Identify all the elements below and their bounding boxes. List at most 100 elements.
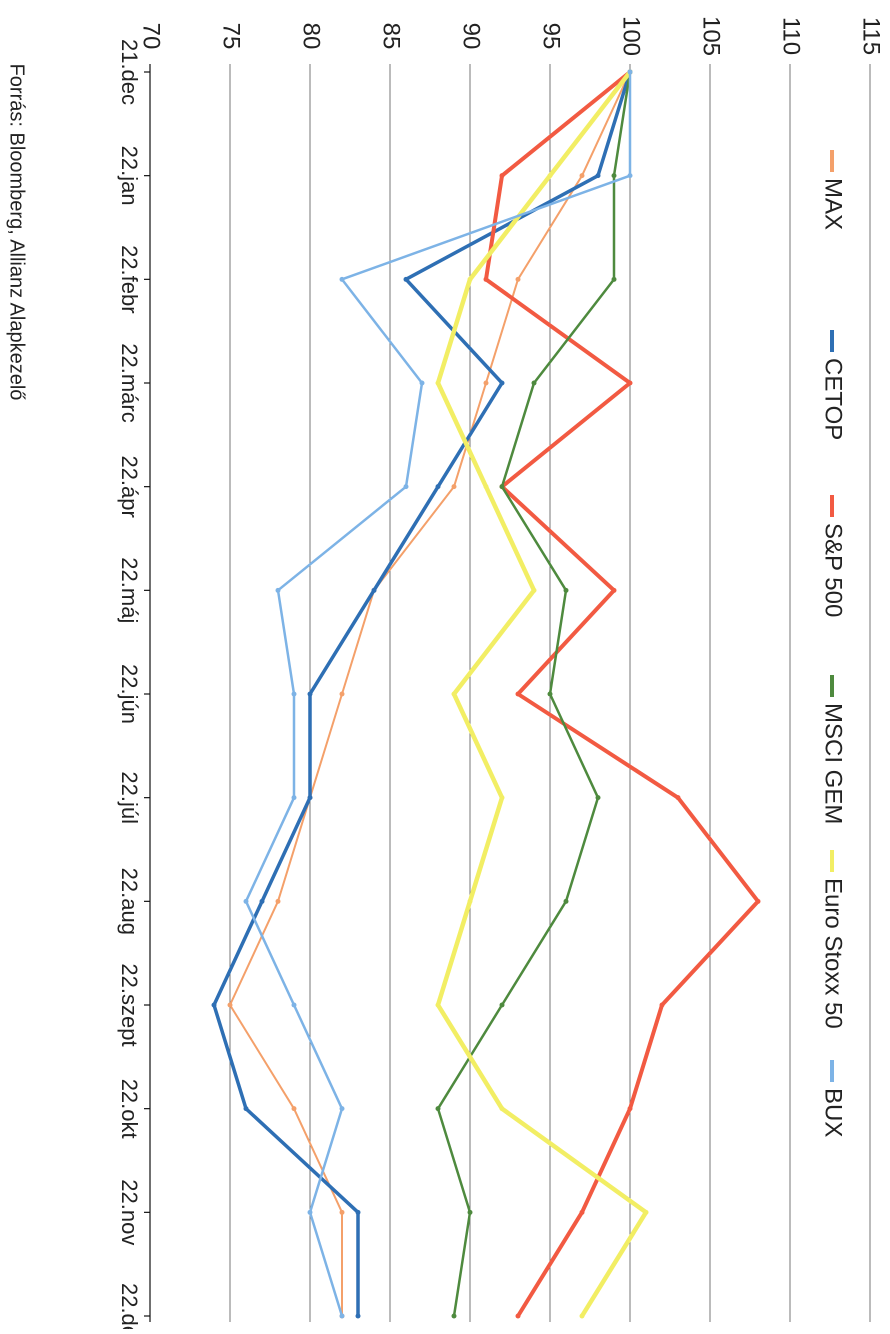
data-point: [355, 1313, 361, 1319]
time-tick-label: 22.aug: [117, 868, 142, 935]
data-point: [355, 1209, 361, 1215]
time-tick-label: 21.dec: [117, 39, 142, 105]
data-point: [435, 1106, 441, 1112]
data-point: [595, 795, 601, 801]
series-line-2: [484, 70, 760, 1318]
value-tick-label: 105: [698, 16, 725, 56]
time-tick-label: 22.máj: [117, 557, 142, 623]
data-point: [243, 1106, 249, 1112]
data-point: [371, 587, 377, 593]
data-point: [307, 691, 313, 697]
data-point: [451, 484, 457, 490]
data-point: [659, 1002, 665, 1008]
data-point: [515, 691, 521, 697]
time-tick-label: 22.nov: [117, 1179, 142, 1245]
data-point: [627, 69, 633, 75]
data-point: [307, 1209, 313, 1215]
data-point: [435, 380, 441, 386]
data-point: [579, 1313, 585, 1319]
data-point: [547, 173, 553, 179]
data-point: [419, 380, 425, 386]
data-point: [675, 795, 681, 801]
data-point: [259, 898, 265, 904]
legend-label: CETOP: [820, 358, 847, 440]
source-note: Forrás: Bloomberg, Allianz Alapkezelő: [6, 64, 28, 401]
data-point: [579, 1209, 585, 1215]
data-point: [291, 691, 297, 697]
value-tick-label: 80: [298, 23, 325, 50]
data-point: [467, 1209, 473, 1215]
data-point: [531, 587, 537, 593]
data-point: [499, 173, 505, 179]
data-point: [403, 484, 409, 490]
data-point: [563, 587, 569, 593]
data-point: [483, 484, 489, 490]
value-tick-label: 115: [858, 17, 885, 55]
data-point: [275, 587, 281, 593]
data-point: [499, 1002, 505, 1008]
data-point: [547, 691, 553, 697]
value-tick-label: 90: [458, 23, 485, 50]
data-point: [595, 173, 601, 179]
data-point: [531, 380, 537, 386]
data-point: [515, 1313, 521, 1319]
data-point: [579, 173, 585, 179]
data-point: [451, 1313, 457, 1319]
data-point: [627, 1106, 633, 1112]
data-point: [467, 898, 473, 904]
data-point: [627, 380, 633, 386]
data-point: [211, 1002, 217, 1008]
data-point: [611, 173, 617, 179]
time-tick-label: 22.jún: [117, 664, 142, 724]
data-point: [403, 276, 409, 282]
time-tick-label: 22.febr: [117, 245, 142, 314]
data-point: [499, 484, 505, 490]
data-point: [339, 1313, 345, 1319]
series-line-0: [229, 71, 631, 1317]
data-point: [435, 484, 441, 490]
data-point: [467, 276, 473, 282]
legend-label: Euro Stoxx 50: [820, 878, 847, 1029]
time-tick-label: 22.szept: [117, 963, 142, 1046]
data-point: [339, 1106, 345, 1112]
data-point: [339, 276, 345, 282]
value-tick-label: 85: [378, 23, 405, 50]
data-point: [451, 691, 457, 697]
value-tick-label: 95: [538, 23, 565, 50]
data-point: [243, 898, 249, 904]
data-point: [499, 380, 505, 386]
data-point: [611, 587, 617, 593]
data-point: [307, 795, 313, 801]
value-tick-label: 70: [138, 23, 165, 50]
time-tick-label: 22.ápr: [117, 455, 142, 517]
data-point: [611, 276, 617, 282]
time-tick-label: 22.okt: [117, 1079, 142, 1139]
data-point: [227, 1002, 233, 1008]
series-line-1: [212, 70, 632, 1318]
value-tick-label: 75: [218, 23, 245, 50]
data-point: [291, 795, 297, 801]
time-tick-label: 22.jan: [117, 146, 142, 206]
data-point: [339, 691, 345, 697]
data-point: [755, 898, 761, 904]
data-point: [483, 276, 489, 282]
legend-label: BUX: [820, 1088, 847, 1137]
legend-label: MSCI GEM: [820, 703, 847, 824]
data-point: [291, 1106, 297, 1112]
data-point: [483, 380, 489, 386]
legend-label: MAX: [820, 178, 847, 230]
time-tick-label: 22.márc: [117, 343, 142, 422]
data-point: [435, 1002, 441, 1008]
value-tick-label: 110: [778, 17, 805, 55]
legend-label: S&P 500: [820, 523, 847, 617]
data-point: [499, 795, 505, 801]
data-point: [499, 1106, 505, 1112]
data-point: [275, 898, 281, 904]
data-point: [563, 898, 569, 904]
data-point: [643, 1209, 649, 1215]
data-point: [291, 1002, 297, 1008]
time-tick-label: 22.dec: [117, 1283, 142, 1329]
value-tick-label: 100: [618, 16, 645, 56]
